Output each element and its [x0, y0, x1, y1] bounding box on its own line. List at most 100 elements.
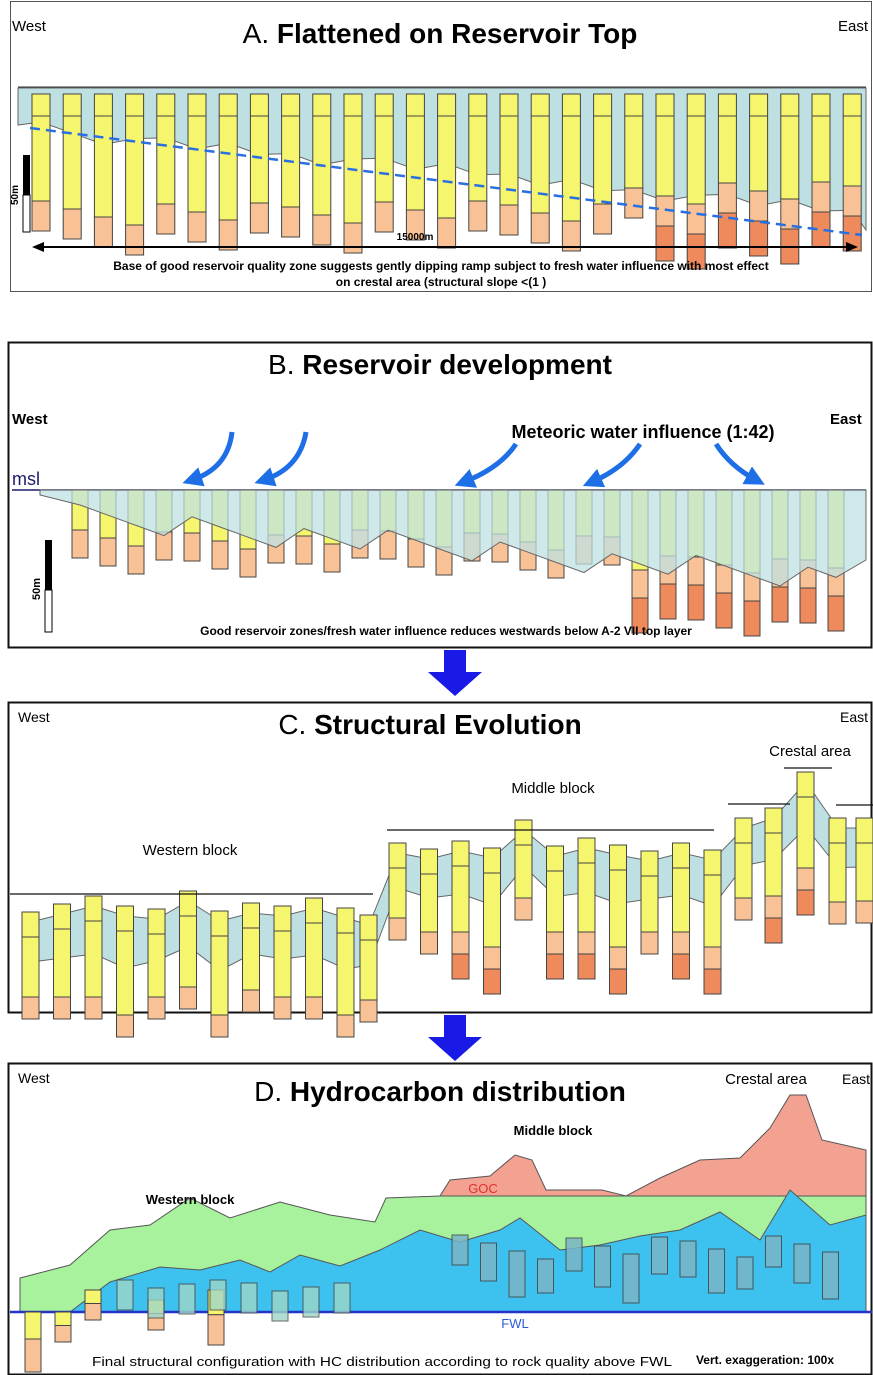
well-segment: [71, 529, 89, 559]
water-arrow: [254, 431, 309, 487]
well-segment: [31, 200, 51, 232]
well-segment: [359, 999, 378, 1023]
aquifer-fill: [39, 489, 867, 587]
well-segment: [764, 807, 783, 834]
well-segment: [686, 233, 706, 270]
well-segment: [655, 225, 675, 262]
well-segment: [218, 115, 238, 221]
well-segment: [708, 1248, 725, 1294]
well-segment: [84, 920, 103, 998]
sections: [10, 86, 873, 1373]
block-label: Middle block: [511, 780, 595, 797]
well-segment: [93, 93, 113, 117]
well-segment: [156, 203, 176, 235]
well-segment: [546, 953, 564, 980]
well-segment: [407, 538, 425, 568]
well-segment: [53, 903, 71, 930]
panel-b-frame: [7, 341, 873, 649]
scale-bar: [45, 540, 52, 590]
well-segment: [796, 867, 815, 891]
west-label: West: [18, 1070, 50, 1086]
well-segment: [24, 1338, 42, 1373]
well-segment: [125, 93, 145, 117]
well-segment: [537, 1258, 554, 1294]
well-segment: [799, 587, 817, 624]
well-segment: [764, 832, 783, 897]
well-segment: [336, 1014, 355, 1038]
well-segment: [624, 187, 644, 219]
well-segment: [239, 548, 257, 578]
well-segment: [672, 931, 690, 955]
well-segment: [508, 1250, 526, 1298]
annotation: Meteoric water influence (1:42): [511, 422, 774, 442]
well-segment: [437, 115, 457, 219]
well-segment: [561, 115, 581, 222]
well-segment: [374, 93, 394, 117]
well-segment: [561, 220, 581, 252]
caption: on crestal area (structural slope <(1 ): [336, 275, 546, 289]
well-segment: [179, 986, 197, 1010]
well-segment: [31, 93, 51, 117]
well-segment: [672, 953, 690, 980]
well-segment: [717, 93, 737, 117]
well-segment: [622, 1253, 640, 1304]
well-segment: [312, 214, 332, 246]
well-segment: [780, 93, 800, 117]
well-segment: [343, 93, 363, 117]
well-segment: [116, 930, 134, 1016]
well-segment: [640, 875, 659, 933]
well-segment: [749, 93, 769, 117]
caption: Final structural configuration with HC d…: [92, 1354, 672, 1369]
well-segment: [577, 953, 596, 980]
well-segment: [686, 115, 706, 205]
well-segment: [99, 537, 117, 567]
water-arrow: [713, 442, 765, 485]
panel-title-text: Hydrocarbon distribution: [290, 1076, 626, 1107]
well-segment: [577, 837, 596, 864]
exaggeration-label: Vert. exaggeration: 100x: [696, 1353, 834, 1367]
water-arrow: [454, 442, 519, 488]
well-segment: [565, 1237, 583, 1272]
base-trend: [29, 126, 863, 237]
well-segment: [631, 597, 649, 634]
well-segment: [687, 584, 705, 621]
panel-letter: C.: [278, 709, 306, 740]
well-segment: [218, 219, 238, 251]
well-segment: [179, 890, 197, 917]
well-segment: [242, 902, 260, 929]
well-segment: [323, 543, 341, 573]
well-segment: [672, 867, 690, 933]
well-segment: [379, 530, 397, 560]
well-segment: [451, 1234, 469, 1266]
well-segment: [420, 848, 438, 875]
caption: Base of good reservoir quality zone sugg…: [113, 259, 768, 273]
well-segment: [672, 842, 690, 869]
well-segment: [811, 181, 831, 213]
well-segment: [499, 93, 519, 117]
well-segment: [734, 897, 753, 921]
well-segment: [249, 93, 269, 117]
well-segment: [125, 224, 145, 256]
well-segment: [62, 115, 82, 210]
block-label: Middle block: [514, 1123, 594, 1138]
well-segment: [593, 115, 613, 205]
panel-title-text: Reservoir development: [302, 349, 612, 380]
well-segment: [468, 115, 488, 202]
panel-title: A. Flattened on Reservoir Top: [243, 18, 638, 49]
distance-label: 15000m: [397, 232, 434, 243]
well-segment: [577, 931, 596, 955]
well-segment: [405, 209, 425, 241]
well-segment: [155, 531, 173, 561]
well-segment: [594, 1245, 611, 1288]
well-segment: [796, 889, 815, 916]
well-segment: [715, 592, 733, 629]
well-segment: [388, 867, 407, 919]
well-segment: [842, 115, 862, 187]
well-segment: [631, 569, 649, 599]
well-segment: [703, 849, 722, 876]
well-segment: [609, 946, 627, 970]
well-segment: [624, 93, 644, 117]
well-segment: [796, 771, 815, 798]
well-segment: [336, 932, 355, 1016]
